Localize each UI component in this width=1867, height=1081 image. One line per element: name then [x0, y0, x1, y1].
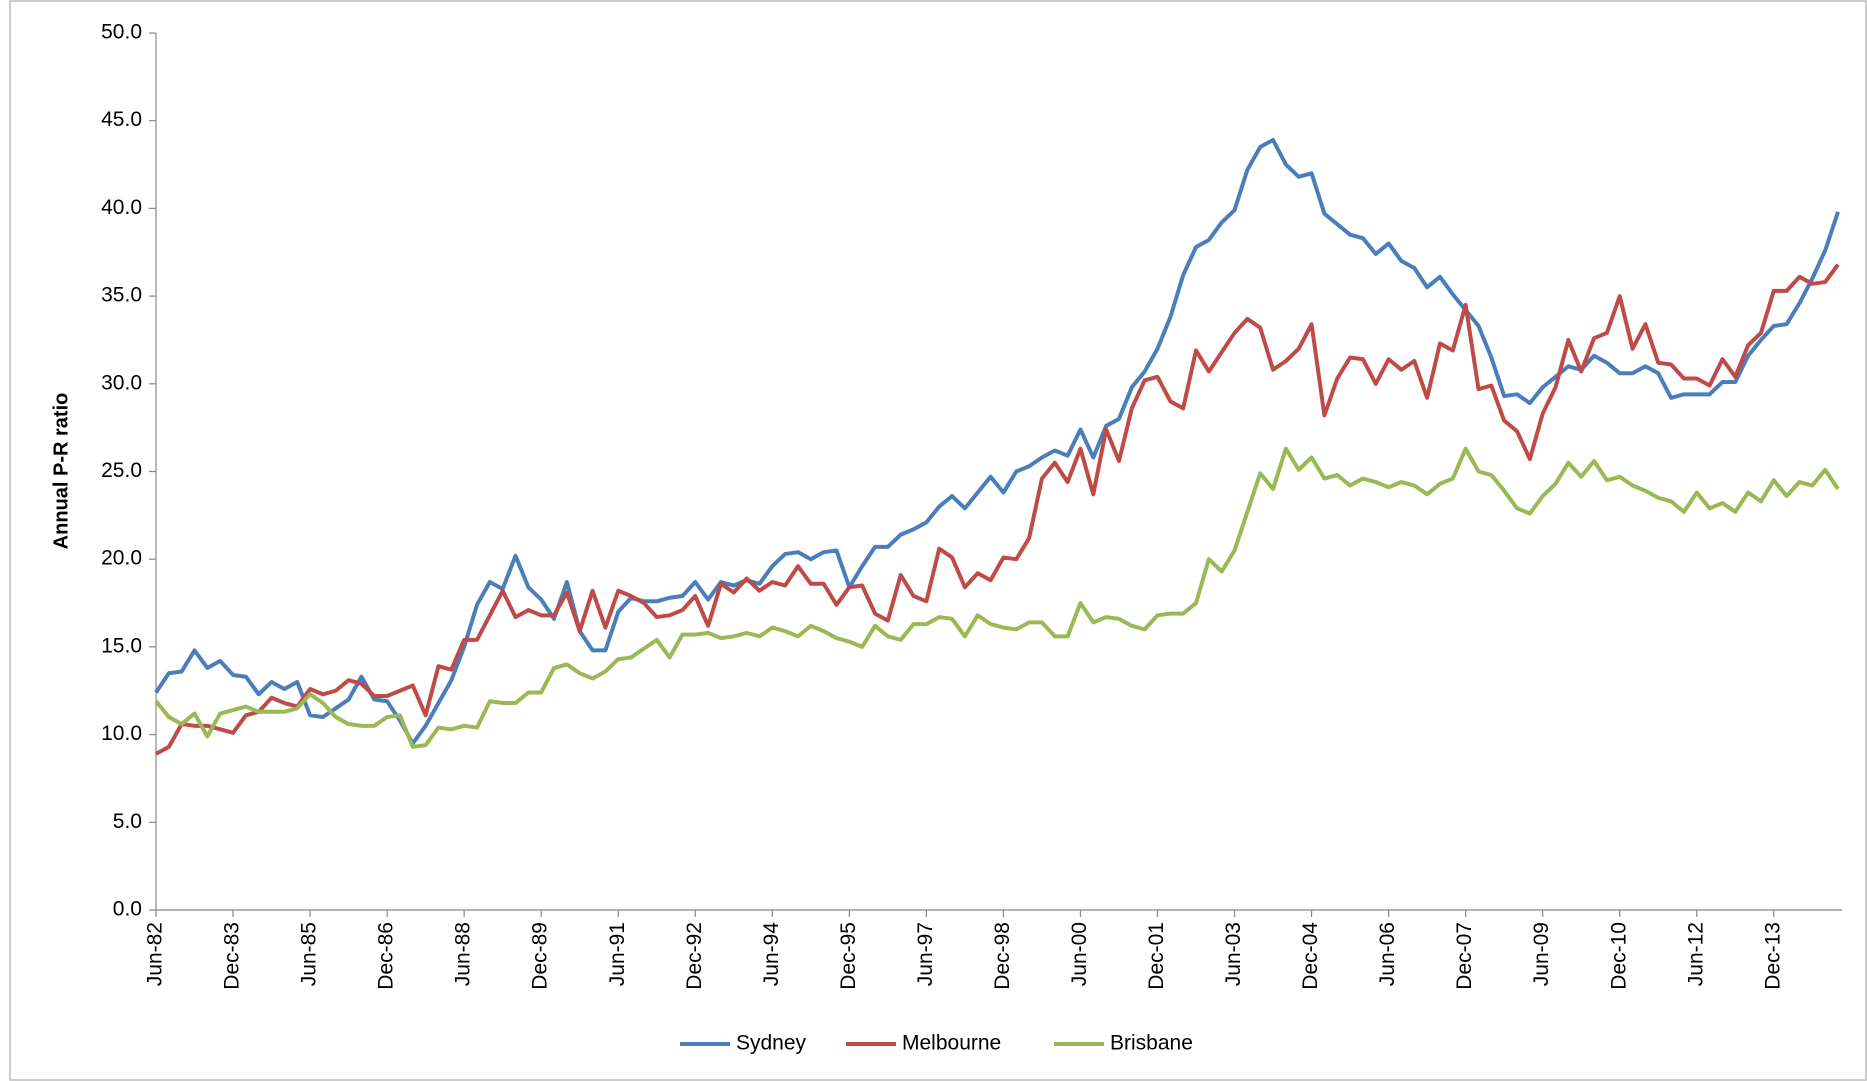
y-tick-label: 40.0 [101, 196, 142, 219]
y-tick-label: 5.0 [113, 810, 142, 833]
legend-label: Brisbane [1110, 1032, 1193, 1055]
x-tick-label: Jun-88 [452, 922, 475, 986]
x-tick-label: Jun-82 [144, 922, 167, 986]
x-tick-label: Dec-04 [1299, 922, 1322, 990]
x-tick-label: Jun-94 [760, 922, 783, 987]
x-tick-label: Dec-13 [1761, 922, 1784, 990]
series-line [154, 446, 1840, 749]
x-tick-label: Dec-89 [529, 922, 552, 990]
x-tick-label: Jun-85 [298, 922, 321, 986]
y-tick-label: 50.0 [101, 21, 142, 44]
x-tick-label: Dec-92 [683, 922, 706, 990]
x-tick-label: Dec-98 [991, 922, 1014, 990]
y-axis-title: Annual P-R ratio [50, 393, 72, 550]
y-tick-label: 20.0 [101, 547, 142, 570]
x-tick-label: Jun-91 [606, 922, 629, 986]
legend-label: Sydney [736, 1032, 807, 1055]
y-tick-label: 45.0 [101, 108, 142, 131]
x-tick-label: Dec-01 [1145, 922, 1168, 990]
y-tick-label: 0.0 [113, 898, 142, 921]
x-tick-label: Jun-12 [1684, 922, 1707, 986]
y-tick-label: 10.0 [101, 722, 142, 745]
x-tick-label: Dec-10 [1607, 922, 1630, 990]
x-tick-label: Dec-83 [221, 922, 244, 990]
x-tick-label: Dec-07 [1453, 922, 1476, 990]
x-tick-label: Dec-86 [375, 922, 398, 990]
x-tick-label: Jun-97 [914, 922, 937, 986]
y-tick-label: 15.0 [101, 634, 142, 657]
y-tick-label: 25.0 [101, 459, 142, 482]
chart-frame [9, 0, 1867, 1081]
legend-label: Melbourne [902, 1032, 1001, 1055]
x-tick-label: Jun-09 [1530, 922, 1553, 986]
x-tick-label: Jun-03 [1222, 922, 1245, 986]
x-tick-label: Jun-00 [1068, 922, 1091, 986]
series-line [155, 263, 1840, 756]
y-tick-label: 30.0 [101, 371, 142, 394]
x-tick-label: Jun-06 [1376, 922, 1399, 986]
x-tick-label: Dec-95 [837, 922, 860, 990]
y-tick-label: 35.0 [101, 284, 142, 307]
